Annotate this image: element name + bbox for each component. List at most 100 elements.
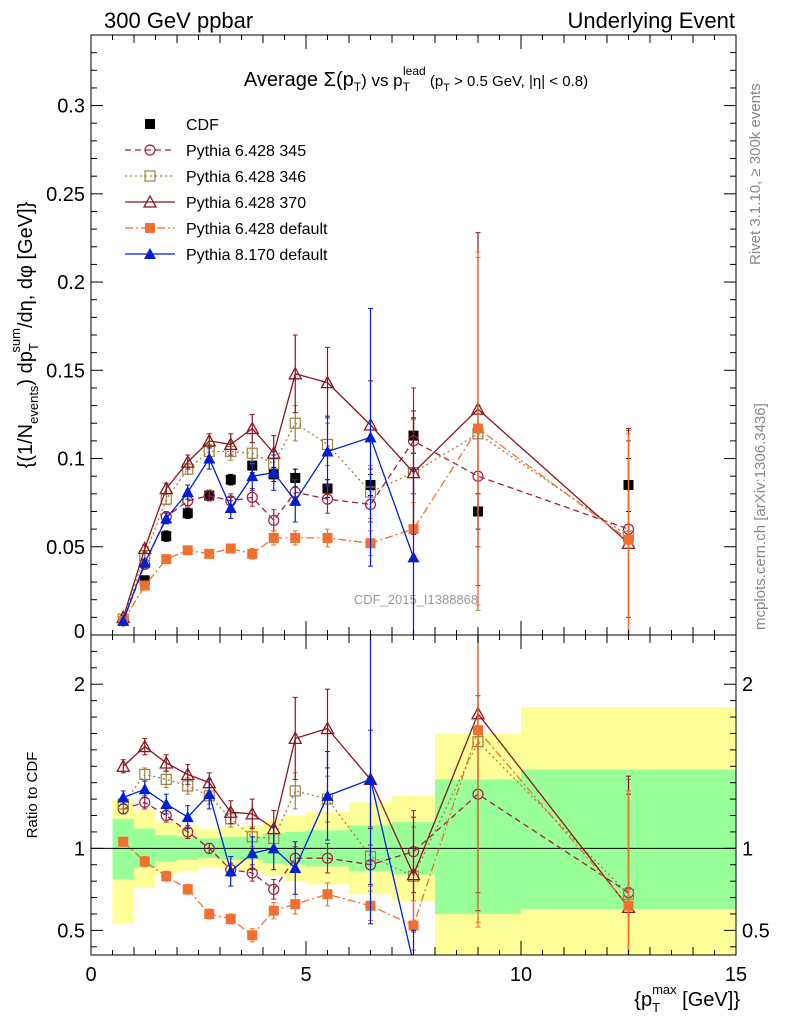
ratio-series-4-point: [267, 842, 280, 854]
main-series-4-point: [225, 543, 236, 554]
ratio-y-tick-label-right: 1: [742, 838, 753, 860]
ratio-y-tick-label-right: 2: [742, 674, 753, 696]
main-series-3-point: [159, 481, 174, 495]
main-series-5-point: [203, 452, 216, 464]
axis-tick-labels: 0.050.10.150.20.250.300.5 0.51 12 20 5 10 15: [46, 96, 770, 986]
legend-item: Pythia 6.428 default: [125, 221, 328, 238]
ratio-series-2-point: [320, 721, 335, 735]
ratio-series-3-point: [322, 889, 333, 900]
legend-label: Pythia 6.428 345: [186, 143, 306, 160]
legend-marker: [144, 144, 156, 156]
main-series-2-point: [246, 447, 258, 459]
main-series-0-point: [225, 474, 236, 485]
legend-label: Pythia 6.428 370: [186, 195, 306, 212]
ratio-series-2-point: [159, 755, 174, 769]
legend-label: Pythia 6.428 default: [186, 221, 328, 238]
main-series-4-point: [322, 532, 333, 543]
main-series-3-point: [180, 454, 195, 468]
main-series-3-point: [223, 437, 238, 451]
main-series-5-point: [407, 551, 420, 563]
main-series-5-point: [289, 494, 302, 506]
main-series-4-point: [247, 548, 258, 559]
legend-item: CDF: [145, 117, 219, 134]
main-series-5-point: [246, 470, 259, 482]
main-plot-data: [116, 232, 636, 635]
ratio-series-3-point: [182, 884, 193, 895]
ratio-series-3-point: [290, 899, 301, 910]
ratio-series-0-point: [268, 883, 280, 895]
ratio-series-4-point: [224, 865, 237, 877]
main-series-3-point: [320, 375, 335, 389]
ratio-series-4-point: [203, 788, 216, 800]
main-series-4-point: [290, 532, 301, 543]
ratio-series-2-point: [180, 767, 195, 781]
main-series-5-point: [321, 445, 334, 457]
ratio-y-axis-label: Ratio to CDF: [24, 752, 41, 839]
ratio-y-tick-label: 1: [74, 838, 85, 860]
main-series-4-point: [204, 548, 215, 559]
ratio-series-1-point: [160, 773, 172, 786]
ratio-series-4-point: [364, 773, 377, 785]
ratio-series-2-point: [137, 739, 152, 753]
ratio-series-2-point: [223, 804, 238, 818]
main-y-tick-label: 0.2: [57, 272, 85, 294]
main-y-tick-label: 0.3: [57, 96, 85, 118]
main-series-3-point: [288, 366, 303, 380]
plot-title: Average Σ(pT) vs pTlead (pT > 0.5 GeV, |…: [244, 64, 588, 94]
ratio-series-1-point: [289, 785, 301, 797]
x-tick-label: 0: [85, 964, 96, 986]
main-series-1-point: [268, 514, 280, 526]
main-y-axis-label: {(1/Nevents) dpTsum/dη, dφ [GeV]}: [8, 201, 41, 468]
main-series-4-point: [268, 532, 279, 543]
header-left: 300 GeV ppbar: [104, 8, 253, 33]
ratio-series-3-point: [268, 905, 279, 916]
x-tick-label: 15: [725, 964, 747, 986]
main-y-tick-label: 0.05: [46, 537, 85, 559]
main-series-4-point: [161, 554, 172, 565]
main-series-5-point: [117, 614, 130, 626]
ratio-series-4-point: [117, 791, 130, 803]
main-series-5-point: [181, 486, 194, 498]
ratio-uncertainty-bands: [112, 707, 736, 955]
main-series-4-point: [473, 423, 483, 434]
main-y-tick-label: 0: [74, 621, 85, 643]
legend-item: Pythia 6.428 345: [125, 143, 306, 160]
ratio-series-0-point: [321, 852, 334, 864]
ratio-series-3-point: [139, 856, 150, 867]
ratio-series-3-point: [408, 920, 419, 931]
ratio-series-3-point: [473, 725, 483, 736]
ratio-series-4-point: [160, 798, 173, 810]
x-tick-label: 10: [510, 964, 532, 986]
main-y-tick-label: 0.1: [57, 449, 85, 471]
legend-marker: [145, 119, 155, 129]
legend-marker: [145, 223, 155, 233]
ratio-series-1-point: [139, 768, 151, 781]
rivet-version-text: Rivet 3.1.10, ≥ 300k events: [747, 83, 764, 265]
ratio-series-3-point: [161, 871, 172, 882]
analysis-watermark: CDF_2015_I1388868: [354, 592, 478, 607]
legend-marker: [142, 194, 158, 208]
main-series-3-point: [137, 541, 152, 555]
legend: CDF Pythia 6.428 345 Pythia 6.428 346 Pythi…: [125, 117, 328, 264]
x-tick-label: 5: [300, 964, 311, 986]
ratio-y-tick-label: 0.5: [57, 920, 85, 942]
main-series-1-point: [246, 491, 258, 503]
ratio-series-2-point: [406, 867, 421, 881]
main-series-5-point: [364, 431, 377, 443]
ratio-series-2-point: [288, 731, 303, 745]
main-series-5-line: [122, 436, 415, 622]
legend-label: Pythia 6.428 346: [186, 169, 306, 186]
ratio-series-4-point: [289, 862, 302, 874]
axis-ticks: [90, 34, 737, 955]
main-series-5-point: [138, 556, 151, 568]
legend-item: Pythia 8.170 default: [125, 247, 328, 264]
ratio-y-tick-label-right: 0.5: [742, 920, 770, 942]
main-series-0-point: [161, 531, 172, 542]
main-series-0-point: [139, 575, 150, 586]
x-axis-label: {pTmax [GeV]}: [634, 982, 740, 1015]
main-series-5-point: [160, 512, 173, 524]
legend-marker: [144, 170, 156, 182]
main-series-1-point: [321, 493, 334, 505]
main-series-0-point: [290, 472, 301, 483]
